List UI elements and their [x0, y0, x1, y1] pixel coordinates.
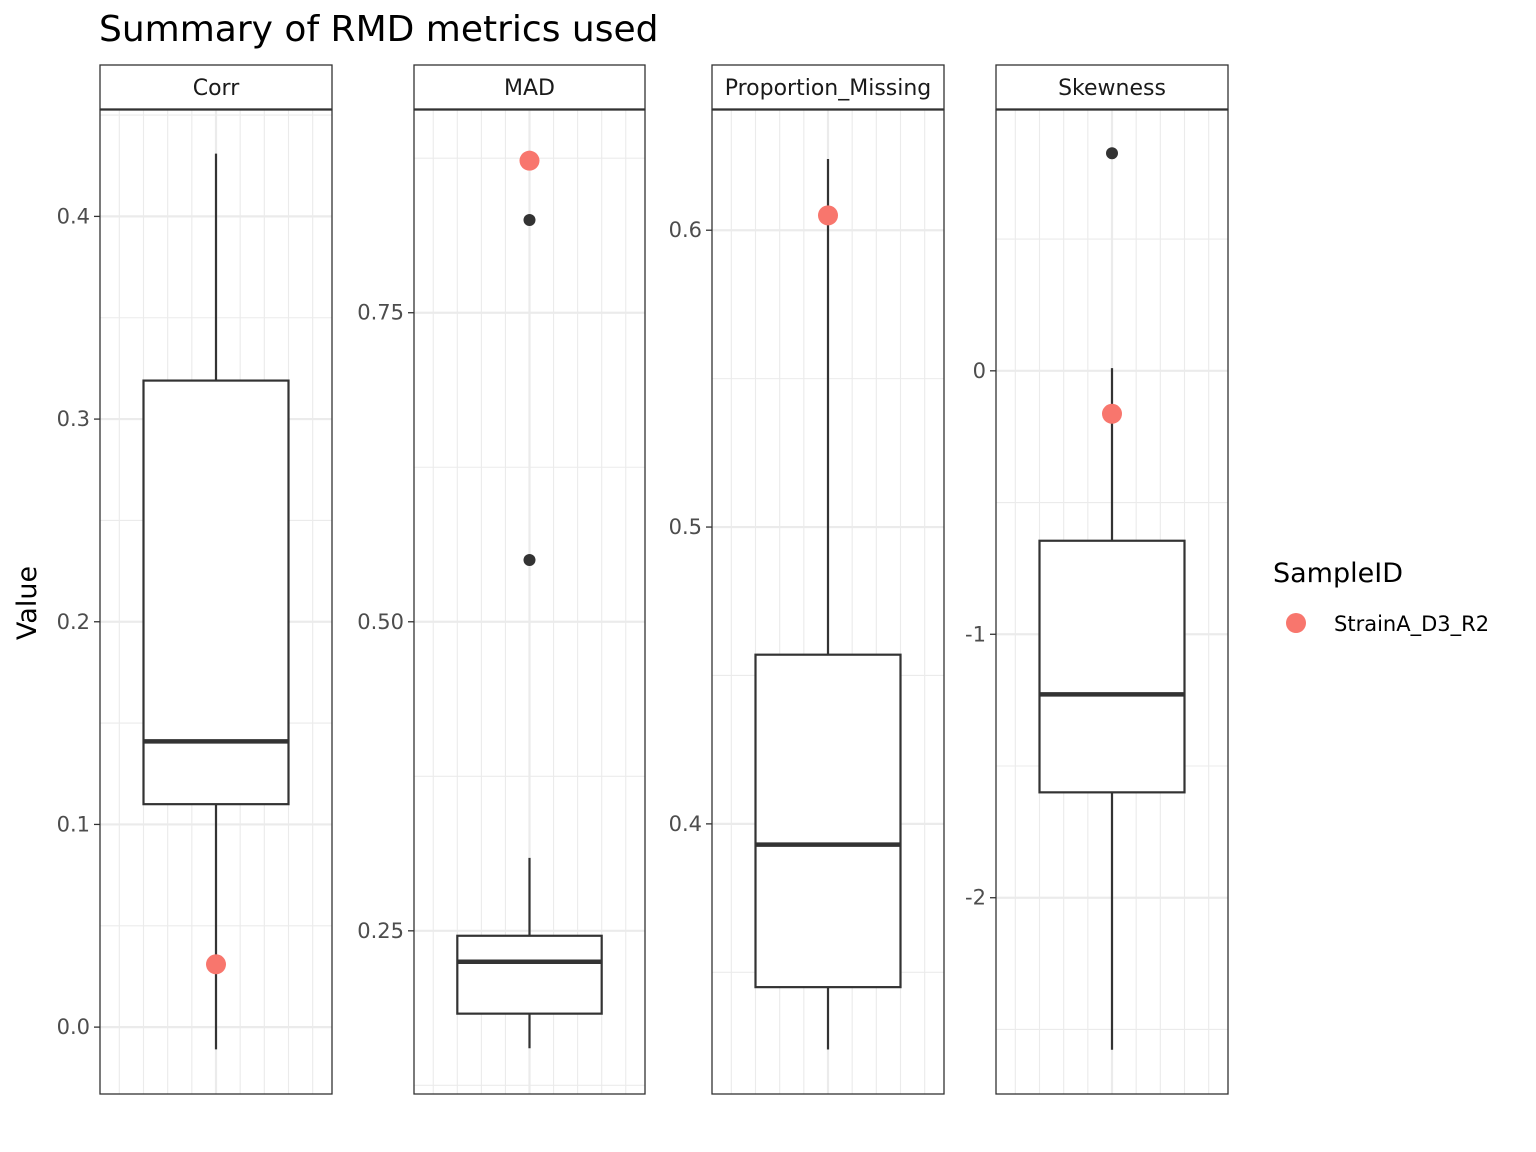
- facet-label: Proportion_Missing: [725, 76, 932, 101]
- facet-strip: [413, 64, 646, 110]
- panel-border: [99, 109, 333, 1095]
- chart-title: Summary of RMD metrics used: [99, 9, 659, 50]
- sample-point: [206, 954, 226, 975]
- y-tick-label: 0.25: [357, 919, 404, 943]
- facet-3: Skewness -2 -1 0: [965, 64, 1229, 1095]
- y-tick-label: -1: [965, 622, 986, 646]
- facets: Corr0.00.10.20.30.4MAD0.250.500.75Propor…: [57, 64, 1229, 1095]
- box: [456, 934, 603, 1015]
- y-axis-title: Value: [12, 566, 43, 640]
- facet-2: Proportion_Missing 0.4 0.5 0.6: [669, 64, 945, 1095]
- sample-point: [519, 150, 540, 171]
- facet-0: Corr 0.0 0.1 0.2 0.3 0.4: [57, 64, 333, 1095]
- outlier-point: [523, 553, 536, 566]
- y-tick-label: -2: [965, 886, 986, 910]
- facet-strip: [995, 64, 1229, 110]
- outlier-point: [1106, 147, 1118, 160]
- facet-strip: [99, 64, 333, 110]
- panel-border: [995, 109, 1229, 1095]
- y-tick-label: 0.1: [57, 812, 90, 836]
- y-tick-label: 0: [973, 359, 986, 383]
- facet-label: Skewness: [1058, 76, 1166, 101]
- y-tick-label: 0.75: [357, 301, 404, 325]
- facet-label: Corr: [193, 76, 240, 101]
- sample-point: [818, 205, 838, 226]
- box: [754, 653, 902, 989]
- panel-border: [711, 109, 945, 1095]
- y-tick-label: 0.6: [669, 218, 702, 242]
- legend-label: StrainA_D3_R2: [1334, 612, 1489, 637]
- box: [1038, 539, 1186, 794]
- y-tick-label: 0.3: [57, 407, 90, 431]
- legend: SampleID StrainA_D3_R2: [1273, 558, 1489, 637]
- facet-strip: [711, 64, 945, 110]
- legend-title: SampleID: [1273, 558, 1403, 589]
- facet-label: MAD: [504, 76, 555, 101]
- sample-point: [1102, 403, 1122, 424]
- facet-1: MAD 0.25 0.50 0.75: [357, 64, 646, 1095]
- y-tick-label: 0.5: [669, 515, 702, 539]
- y-tick-label: 0.4: [57, 204, 90, 228]
- y-tick-label: 0.50: [357, 610, 404, 634]
- panel-border: [413, 109, 646, 1095]
- box: [142, 379, 290, 806]
- outlier-point: [523, 214, 536, 227]
- y-tick-label: 0.0: [57, 1015, 90, 1039]
- legend-key-point: [1286, 613, 1306, 633]
- y-tick-label: 0.2: [57, 610, 90, 634]
- y-tick-label: 0.4: [669, 812, 702, 836]
